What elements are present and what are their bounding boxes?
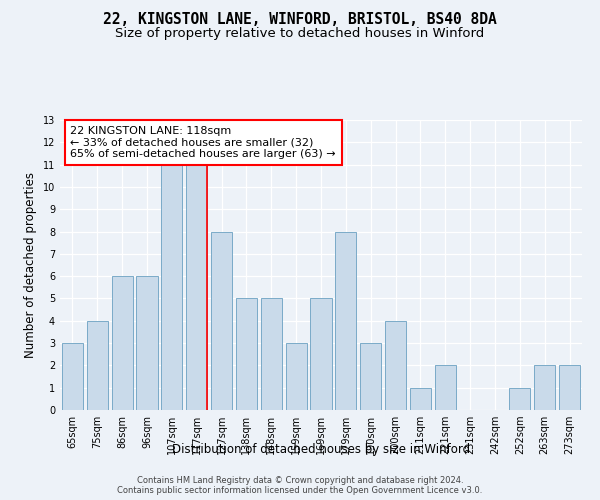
- Bar: [310, 298, 332, 410]
- Bar: [87, 321, 108, 410]
- Bar: [136, 276, 158, 410]
- Bar: [435, 366, 456, 410]
- Bar: [509, 388, 530, 410]
- Bar: [186, 164, 207, 410]
- Bar: [559, 366, 580, 410]
- Bar: [236, 298, 257, 410]
- Text: 22 KINGSTON LANE: 118sqm
← 33% of detached houses are smaller (32)
65% of semi-d: 22 KINGSTON LANE: 118sqm ← 33% of detach…: [70, 126, 336, 159]
- Bar: [286, 343, 307, 410]
- Bar: [385, 321, 406, 410]
- Bar: [410, 388, 431, 410]
- Bar: [211, 232, 232, 410]
- Text: 22, KINGSTON LANE, WINFORD, BRISTOL, BS40 8DA: 22, KINGSTON LANE, WINFORD, BRISTOL, BS4…: [103, 12, 497, 28]
- Bar: [261, 298, 282, 410]
- Y-axis label: Number of detached properties: Number of detached properties: [24, 172, 37, 358]
- Bar: [62, 343, 83, 410]
- Text: Contains HM Land Registry data © Crown copyright and database right 2024.
Contai: Contains HM Land Registry data © Crown c…: [118, 476, 482, 495]
- Bar: [112, 276, 133, 410]
- Bar: [335, 232, 356, 410]
- Bar: [360, 343, 381, 410]
- Text: Size of property relative to detached houses in Winford: Size of property relative to detached ho…: [115, 28, 485, 40]
- Bar: [534, 366, 555, 410]
- Bar: [161, 164, 182, 410]
- Text: Distribution of detached houses by size in Winford: Distribution of detached houses by size …: [172, 442, 470, 456]
